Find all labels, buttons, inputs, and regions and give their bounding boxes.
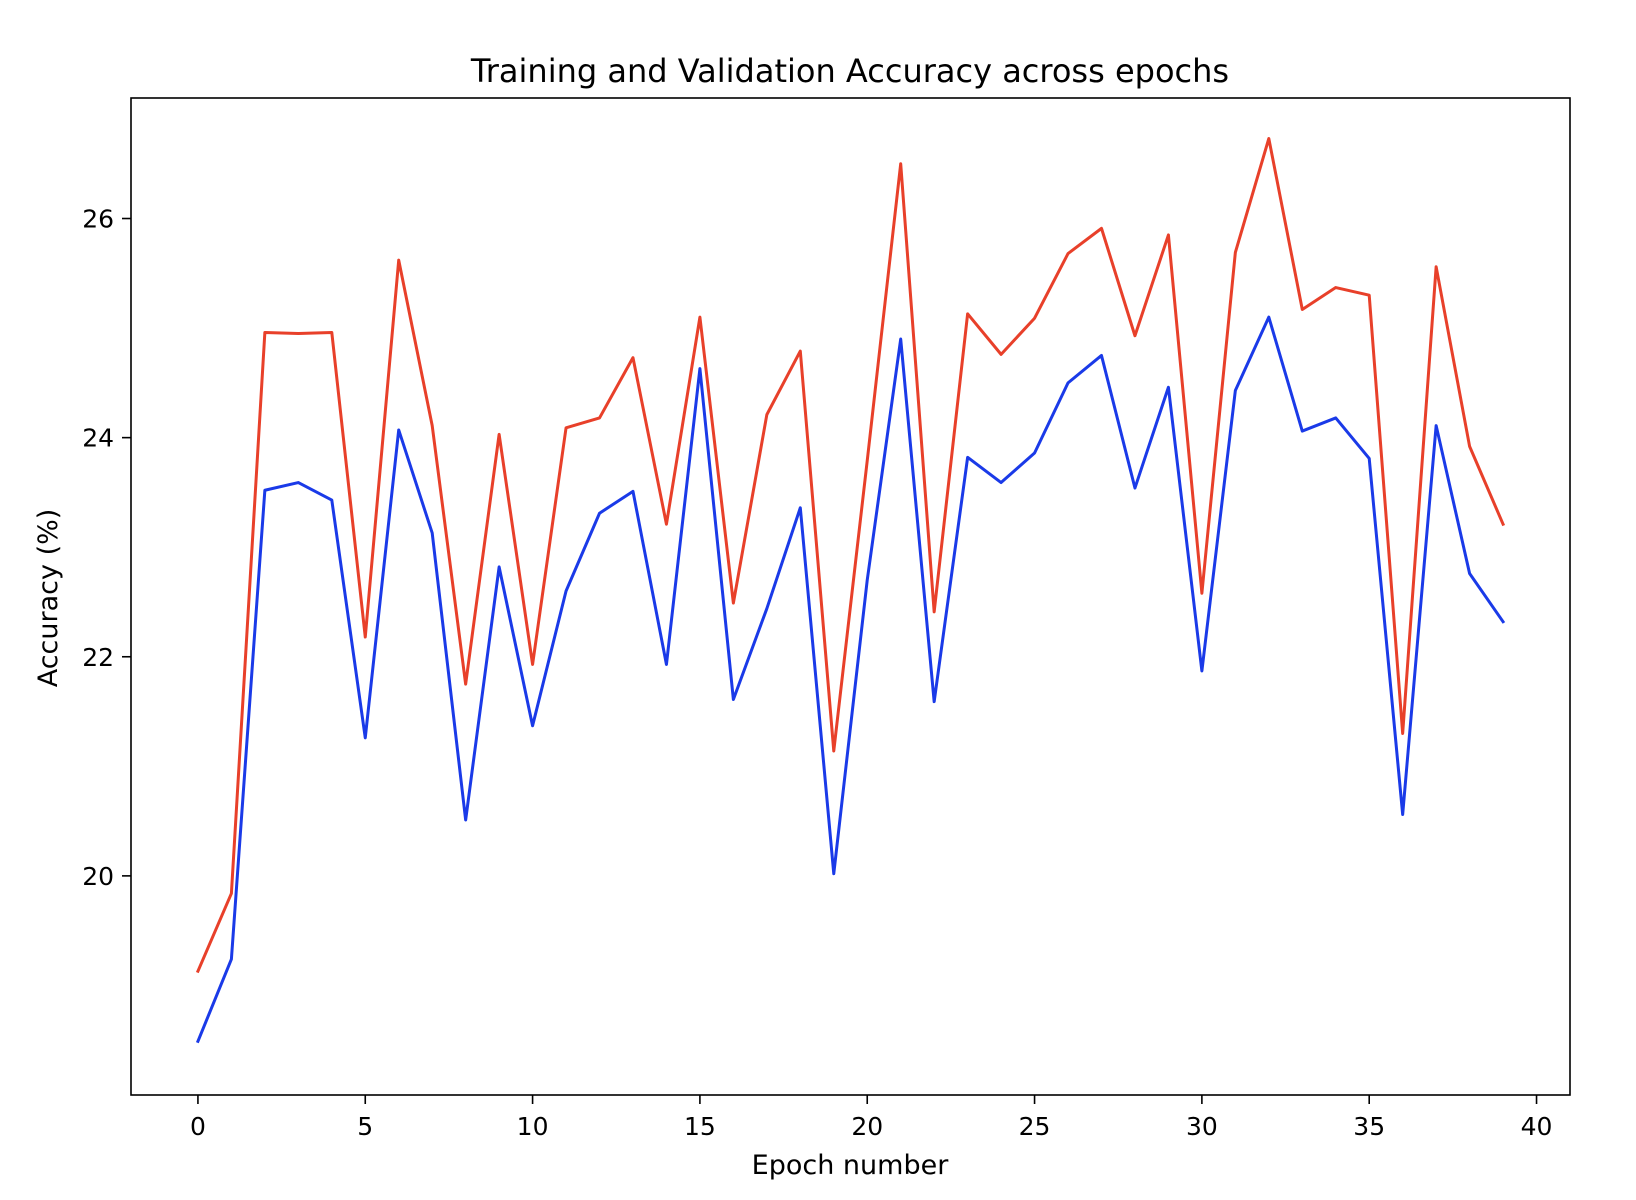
x-tick-label: 0 — [190, 1112, 206, 1141]
x-tick-label: 30 — [1186, 1112, 1218, 1141]
x-tick-label: 10 — [517, 1112, 549, 1141]
series-line-2 — [195, 315, 1506, 1044]
y-axis: 20 22 24 26 — [82, 205, 131, 891]
plot-area — [195, 137, 1506, 1044]
x-axis-label: Epoch number — [752, 1150, 950, 1181]
x-tick-label: 5 — [357, 1112, 373, 1141]
chart-title: Training and Validation Accuracy across … — [470, 52, 1229, 90]
x-tick-label: 40 — [1521, 1112, 1553, 1141]
y-tick-label: 20 — [82, 862, 114, 891]
x-axis: 0 5 10 15 20 25 30 35 40 — [190, 1095, 1552, 1141]
y-tick-label: 26 — [82, 205, 114, 234]
y-axis-label: Accuracy (%) — [33, 509, 64, 688]
x-tick-label: 15 — [684, 1112, 716, 1141]
x-tick-label: 20 — [851, 1112, 883, 1141]
y-tick-label: 22 — [82, 643, 114, 672]
x-tick-label: 25 — [1019, 1112, 1051, 1141]
y-tick-label: 24 — [82, 424, 114, 453]
plot-frame — [130, 97, 1571, 1096]
series-line-1 — [195, 137, 1506, 974]
x-tick-label: 35 — [1353, 1112, 1385, 1141]
